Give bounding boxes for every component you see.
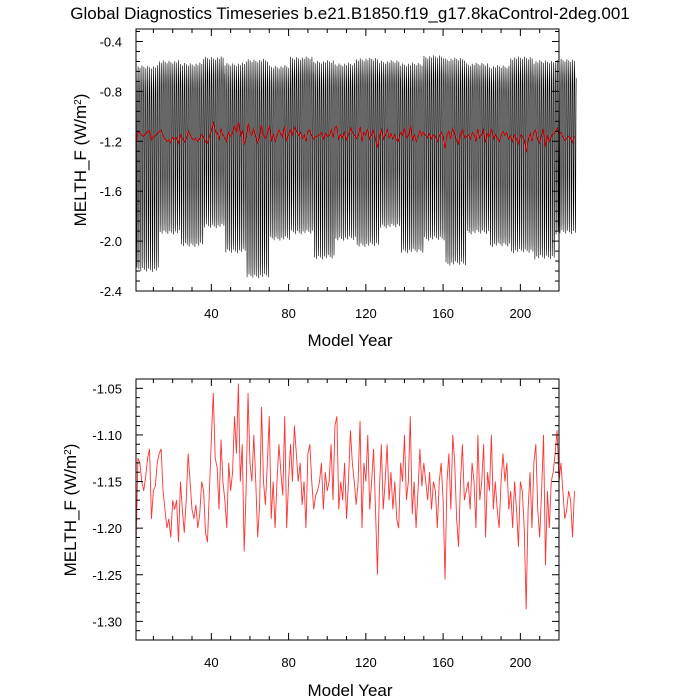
x-axis-title-bottom: Model Year xyxy=(307,681,392,700)
x-tick-label: 80 xyxy=(281,306,295,321)
y-tick-label: -2.4 xyxy=(100,284,122,299)
y-tick-label: -1.25 xyxy=(92,568,122,583)
y-axis-title-top: MELTH_F (W/m2) xyxy=(71,94,90,227)
y-tick-label: -1.20 xyxy=(92,521,122,536)
annual-mean-series-overlay xyxy=(135,121,575,153)
x-tick-label: 120 xyxy=(355,655,377,670)
x-tick-label: 200 xyxy=(510,306,532,321)
x-tick-label: 160 xyxy=(432,655,454,670)
annual-mean-line xyxy=(135,383,575,610)
annual-mean-series xyxy=(135,383,575,610)
x-tick-label: 200 xyxy=(510,655,532,670)
y-tick-label: -1.10 xyxy=(92,428,122,443)
tick-marks-bottom xyxy=(136,378,560,641)
y-tick-label: -1.2 xyxy=(100,134,122,149)
y-tick-label: -1.15 xyxy=(92,475,122,490)
monthly-series xyxy=(135,55,577,279)
y-tick-label: -0.4 xyxy=(100,34,122,49)
timeseries-panel-monthly: 40 80 120 160 200 -0.4 -0.8 -1.2 -1.6 -2.0 -2.4 M… xyxy=(71,28,577,350)
y-tick-label: -1.30 xyxy=(92,614,122,629)
x-tick-label: 40 xyxy=(204,655,218,670)
plot-frame-top xyxy=(135,28,560,292)
x-tick-label: 80 xyxy=(281,655,295,670)
y-tick-label: -1.05 xyxy=(92,381,122,396)
plot-frame-bottom xyxy=(135,378,560,641)
timeseries-panel-annual: 40 80 120 160 200 -1.05-1.10-1.15-1.20-1.25-… xyxy=(61,378,575,700)
chart-title: Global Diagnostics Timeseries b.e21.B185… xyxy=(70,4,629,23)
x-tick-label: 40 xyxy=(204,306,218,321)
x-tick-label: 120 xyxy=(355,306,377,321)
x-tick-label: 160 xyxy=(432,306,454,321)
y-axis-title-bottom: MELTH_F (W/m2) xyxy=(61,444,80,577)
y-tick-label: -2.0 xyxy=(100,234,122,249)
x-tick-labels-bottom: 40 80 120 160 200 xyxy=(204,655,531,670)
x-tick-labels-top: 40 80 120 160 200 xyxy=(204,306,531,321)
y-tick-label: -1.6 xyxy=(100,184,122,199)
tick-marks-top xyxy=(136,29,560,292)
monthly-line xyxy=(135,55,577,279)
y-tick-labels-bottom: -1.05 -1.10 -1.15 -1.20 -1.25 -1.30 xyxy=(92,381,122,629)
annual-mean-overlay-line xyxy=(135,121,575,153)
y-tick-labels-top: -0.4 -0.8 -1.2 -1.6 -2.0 -2.4 xyxy=(100,34,122,299)
x-axis-title-top: Model Year xyxy=(307,331,392,350)
y-tick-label: -0.8 xyxy=(100,84,122,99)
